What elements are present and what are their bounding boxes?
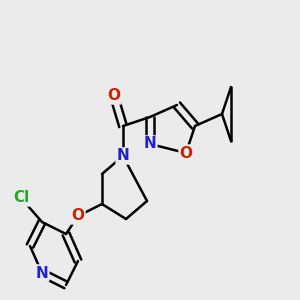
Text: Cl: Cl bbox=[13, 190, 29, 206]
Text: O: O bbox=[107, 88, 121, 104]
Text: N: N bbox=[117, 148, 129, 164]
Text: O: O bbox=[179, 146, 193, 160]
Text: N: N bbox=[144, 136, 156, 152]
Text: N: N bbox=[36, 266, 48, 280]
Text: O: O bbox=[71, 208, 85, 224]
